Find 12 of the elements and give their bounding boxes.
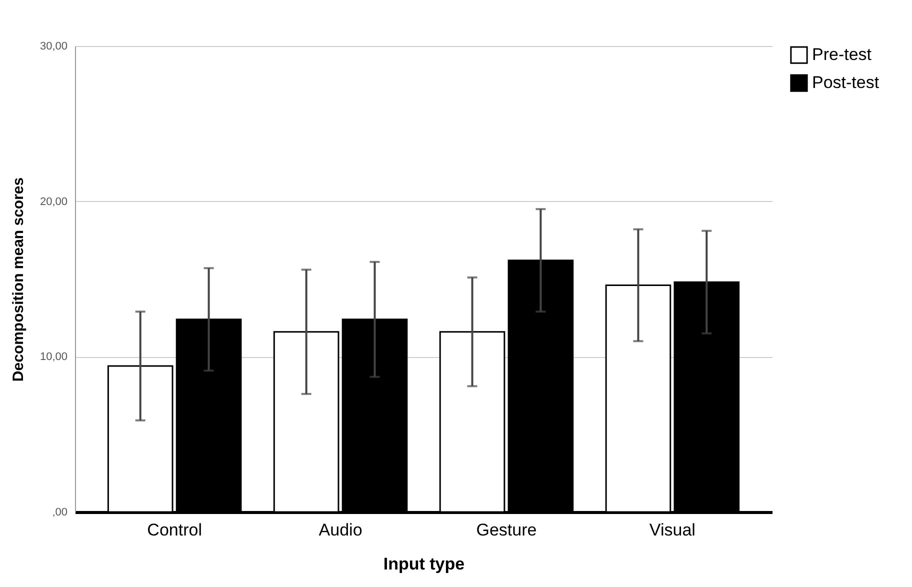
y-axis-title: Decomposition mean scores	[10, 177, 27, 382]
legend-label: Pre-test	[812, 45, 872, 64]
y-tick-label: 30,00	[40, 40, 68, 52]
x-axis-title: Input type	[383, 554, 465, 574]
x-tick-label: Control	[147, 520, 202, 540]
y-tick-label: 10,00	[40, 351, 68, 364]
legend-label: Post-test	[812, 73, 880, 92]
x-tick-label: Visual	[649, 520, 696, 540]
x-tick-label: Audio	[318, 520, 362, 540]
x-tick-label: Gesture	[476, 520, 537, 540]
y-tick-label: ,00	[52, 506, 68, 518]
y-tick-label: 20,00	[40, 196, 68, 208]
